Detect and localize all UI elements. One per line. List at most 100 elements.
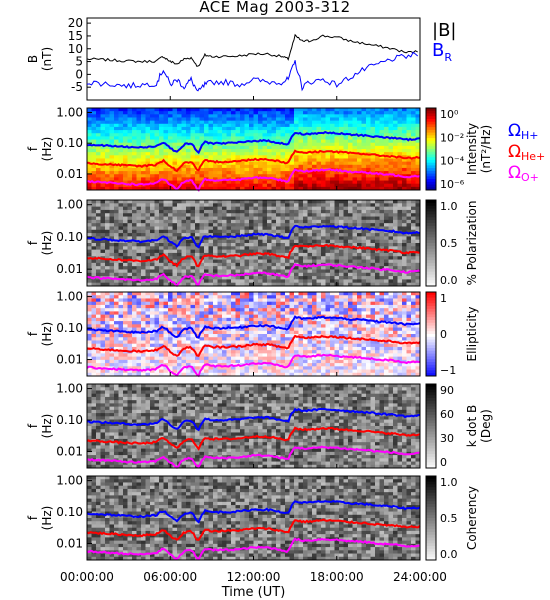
y-axis-label: f [26,240,40,245]
colorbar-frame [425,475,437,561]
y-tick-label: 5 [75,55,83,69]
colorbar-tick-label: 1.0 [440,476,458,489]
x-tick-label: 06:00:00 [143,570,197,584]
spectrogram-coherency [86,476,421,561]
gyro-line-he [86,243,421,268]
colorbar-tick-label: 10⁻⁴ [440,155,465,168]
y-axis-label: f [26,331,40,336]
y-axis-label: f [26,146,40,151]
y-tick-label: 20 [68,16,83,30]
colorbar-tick-label: 0.5 [440,512,458,525]
chart-title: ACE Mag 2003-312 [199,0,351,16]
y-tick-label: 1.00 [56,290,83,304]
x-tick-label: 12:00:00 [227,570,281,584]
y-axis-unit: (Hz) [40,137,54,162]
y-axis-label: B [26,55,40,63]
gyro-line-o [86,537,421,561]
colorbar-tick-label: 0.0 [440,274,458,287]
y-tick-label: -5 [71,80,83,94]
colorbar-frame [425,383,437,469]
y-tick-label: 0.01 [56,167,83,181]
colorbar-tick-label: 0.0 [440,548,458,561]
colorbar-tick-label: 10⁻² [440,131,464,144]
y-tick-label: 0 [75,67,83,81]
colorbar-label: Coherency [465,486,479,550]
y-tick-label: 0.10 [56,413,83,427]
gyro-line-o [86,263,421,288]
y-tick-label: 0.01 [56,262,83,276]
colorbar-tick-label: 0.5 [440,237,458,250]
colorbar-frame [425,291,437,377]
gyro-line-h [86,130,421,155]
gyro-line-he [86,518,421,541]
y-tick-label: 15 [68,29,83,43]
colorbar-label: k dot B [465,405,479,447]
y-tick-label: 1.00 [56,382,83,396]
gyro-line-h [86,499,421,524]
x-tick-label: 24:00:00 [393,570,447,584]
y-tick-label: 10 [68,42,83,56]
series-line-b-magnitude [86,33,418,67]
colorbar-unit: (nT²/Hz) [479,125,493,173]
colorbar-label: Ellipticity [465,307,479,362]
colorbar-wave-normal-angle: 90 60 30 0 k dot B (Deg) [425,383,493,469]
spectrogram-wave-normal-angle [86,384,421,470]
colorbar-label: % Polarization [465,201,479,286]
y-tick-label: 0.10 [56,505,83,519]
colorbar-frame [425,199,437,287]
colorbar-tick-label: 0 [440,328,447,341]
x-tick-label: 00:00:00 [60,570,114,584]
colorbar-tick-label: 1.0 [440,200,458,213]
gyro-line-h [86,315,421,339]
gyro-line-he [86,334,421,358]
gyro-line-he [86,426,421,451]
gyro-line-o [86,168,421,192]
panel-frame-b [86,17,421,101]
gyro-line-o [86,353,421,378]
y-axis-unit: (Hz) [40,506,54,531]
y-tick-label: 1.00 [56,105,83,119]
colorbar-label: Intensity [465,123,479,175]
y-axis-label: f [26,423,40,428]
y-tick-label: 0.10 [56,321,83,335]
colorbar-tick-label: 60 [440,408,454,421]
y-tick-label: 0.01 [56,537,83,551]
y-tick-label: 1.00 [56,474,83,488]
colorbar-tick-label: 30 [440,432,454,445]
legend-omega-o: ΩO+ [508,163,539,184]
gyro-line-he [86,149,421,173]
legend-omega-h: ΩH+ [508,121,539,142]
y-tick-label: 0.10 [56,136,83,150]
series-line-br [86,51,419,92]
spectrogram-intensity [86,108,421,192]
y-axis-label: f [26,515,40,520]
y-tick-label: 0.10 [56,230,83,244]
gyro-line-h [86,407,421,432]
y-axis-unit: (nT) [40,47,54,71]
gyro-line-o [87,445,421,470]
x-axis-label: Time (UT) [221,585,286,600]
y-axis-unit: (Hz) [40,231,54,256]
colorbar-polarization: 1.0 0.5 0.0 % Polarization [425,199,479,287]
y-axis-unit: (Hz) [40,322,54,347]
legend-omega-he: ΩHe+ [508,142,545,163]
spectrogram-ellipticity [86,292,421,378]
colorbar-tick-label: −1 [440,364,456,377]
y-axis-unit: (Hz) [40,414,54,439]
y-tick-label: 0.01 [56,353,83,367]
colorbar-unit: (Deg) [479,409,493,443]
colorbar-tick-label: 90 [440,384,454,397]
spectrogram-polarization [86,200,421,288]
x-tick-label: 18:00:00 [310,570,364,584]
colorbar-tick-label: 10⁰ [440,108,459,121]
colorbar-tick-label: 0 [440,456,447,469]
colorbar-frame [425,107,437,191]
colorbar-tick-label: 1 [440,292,447,305]
colorbar-coherency: 1.0 0.5 0.0 Coherency [425,475,479,561]
legend-b-magnitude: |B| [432,20,456,41]
colorbar-tick-label: 10⁻⁶ [440,178,465,191]
legend-br: BR [432,40,452,64]
y-tick-label: 0.01 [56,445,83,459]
